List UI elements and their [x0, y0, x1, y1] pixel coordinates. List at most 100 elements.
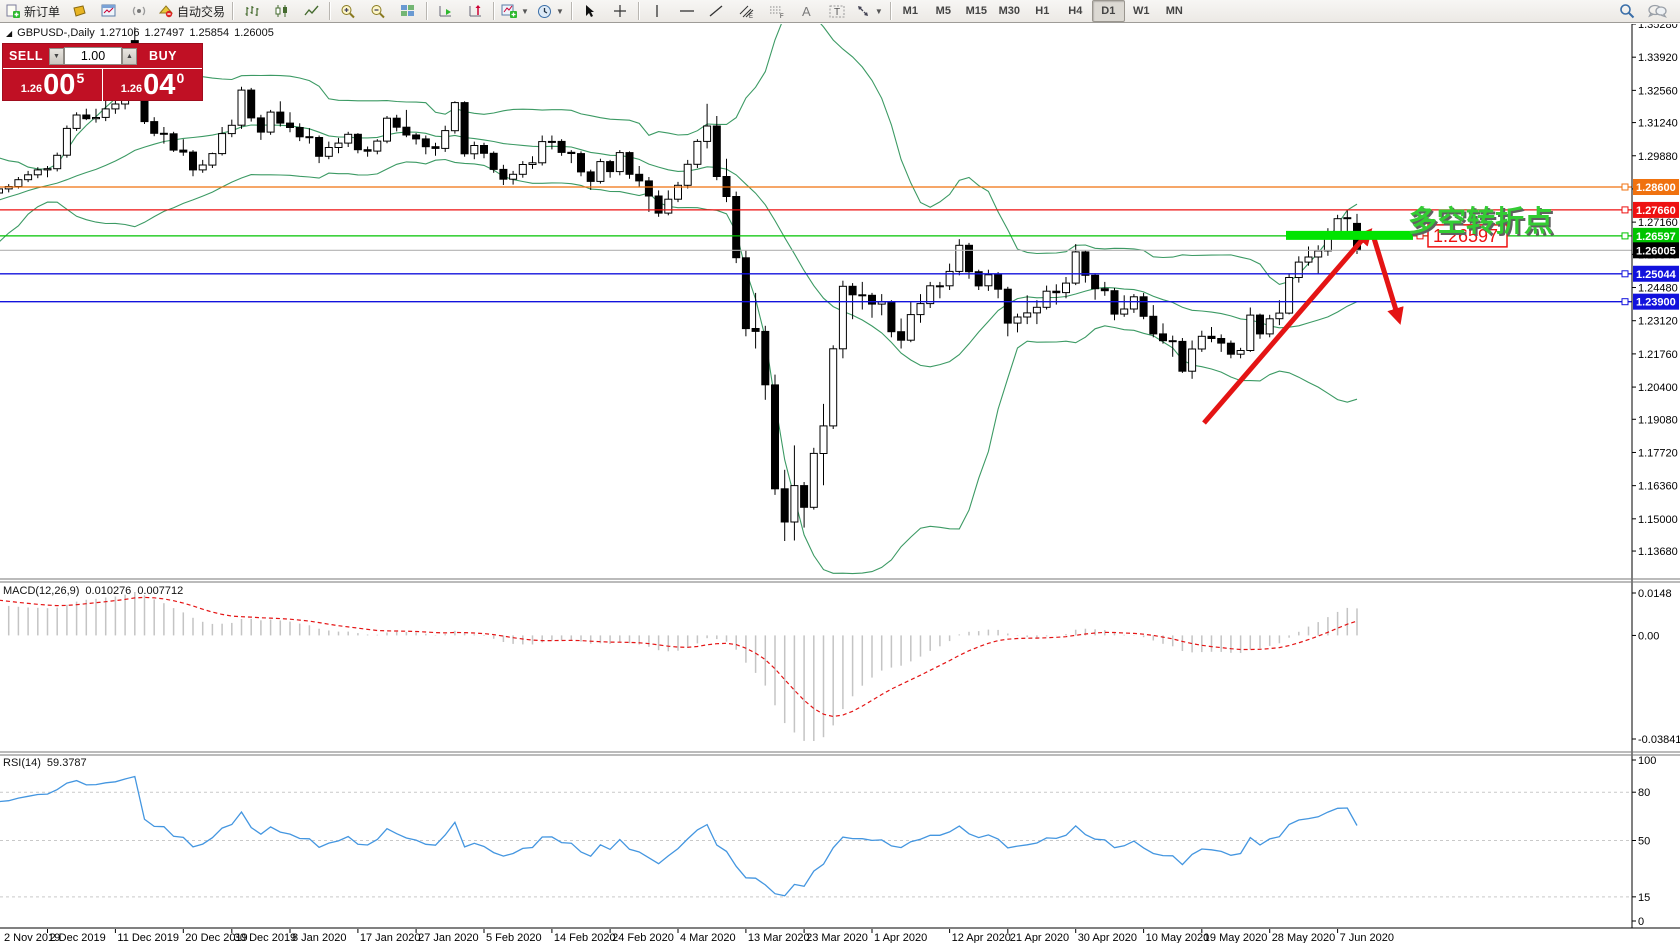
toolbar-separator	[426, 2, 428, 20]
order-row: SELL ▼ 1.00 ▲ BUY	[3, 44, 202, 69]
indicators-dropdown-arrow[interactable]: ▼	[521, 6, 529, 16]
volume-decrement-button[interactable]: ▼	[49, 47, 64, 65]
svg-text:1.23900: 1.23900	[1636, 297, 1676, 309]
arrows-icon	[857, 6, 868, 16]
signal-icon	[132, 6, 146, 16]
volume-increment-button[interactable]: ▲	[122, 47, 137, 65]
timeframe-H4[interactable]: H4	[1068, 5, 1083, 17]
search-button[interactable]	[1612, 0, 1642, 22]
svg-text:T: T	[834, 7, 840, 18]
period-button[interactable]: ▼	[533, 0, 568, 22]
svg-text:0.0148: 0.0148	[1638, 588, 1672, 600]
timeframe-group: M1 M5 M15 M30 H1 H4 D1 W1 MN	[894, 0, 1191, 22]
svg-text:1.26005: 1.26005	[1636, 245, 1676, 257]
buy-button[interactable]: BUY	[149, 49, 177, 63]
indicators-button[interactable]: ▼	[497, 0, 533, 22]
horizontal-line-icon	[679, 10, 694, 12]
svg-text:1.26597: 1.26597	[1433, 226, 1498, 246]
buy-price-pip: 0	[176, 70, 185, 86]
svg-text:F: F	[780, 14, 784, 19]
tile-windows-button[interactable]	[393, 0, 423, 22]
svg-text:28 May 2020: 28 May 2020	[1272, 932, 1336, 943]
rsi-value: 59.3787	[46, 757, 87, 769]
clock-icon	[537, 4, 551, 18]
timeframe-M30[interactable]: M30	[998, 5, 1020, 17]
arrows-tool-button[interactable]: ▼	[852, 0, 887, 22]
auto-scroll-button[interactable]	[430, 0, 460, 22]
text-label-tool-button[interactable]: T	[822, 0, 852, 22]
svg-text:13 Mar 2020: 13 Mar 2020	[748, 932, 810, 943]
timeframe-D1[interactable]: D1	[1091, 0, 1125, 22]
timeframe-M1[interactable]: M1	[902, 5, 918, 17]
svg-text:1.29880: 1.29880	[1638, 151, 1678, 163]
chart-shift-button[interactable]	[460, 0, 490, 22]
fibonacci-icon: F	[769, 6, 784, 19]
buy-price-big: 04	[143, 69, 176, 101]
text-tool-button[interactable]: A	[792, 0, 822, 22]
svg-text:A: A	[802, 4, 811, 18]
svg-text:1.21760: 1.21760	[1638, 349, 1678, 361]
line-chart-mode-button[interactable]	[296, 0, 326, 22]
svg-text:30 Apr 2020: 30 Apr 2020	[1078, 932, 1137, 943]
signal-button[interactable]	[124, 0, 154, 22]
volume-input[interactable]: 1.00	[64, 47, 122, 65]
timeframe-W1[interactable]: W1	[1133, 5, 1150, 17]
sell-price[interactable]: 1.26 00 5	[3, 69, 103, 101]
svg-text:12 Apr 2020: 12 Apr 2020	[952, 932, 1011, 943]
svg-text:30 Dec 2019: 30 Dec 2019	[234, 932, 296, 943]
timeframe-M15[interactable]: M15	[965, 5, 987, 17]
symbol-ohlc-line: ◢ GBPUSD-,Daily 1.27106 1.27497 1.25854 …	[6, 27, 274, 39]
candlestick-icon	[275, 5, 287, 17]
svg-text:10 May 2020: 10 May 2020	[1146, 932, 1210, 943]
svg-text:多空转折点: 多空转折点	[1408, 204, 1553, 238]
window-icon: ◢	[6, 28, 13, 38]
auto-trading-button[interactable]: 自动交易	[154, 0, 229, 22]
chat-bubbles-icon	[1648, 4, 1667, 18]
chart-canvas[interactable]: 1.352801.339201.325601.312401.298801.285…	[0, 19, 1680, 943]
chart-window-button[interactable]	[94, 0, 124, 22]
new-order-button[interactable]: 新订单	[2, 0, 64, 22]
bar-chart-mode-button[interactable]	[236, 0, 266, 22]
svg-text:1.27660: 1.27660	[1636, 205, 1676, 217]
arrows-dropdown-arrow[interactable]: ▼	[874, 6, 883, 16]
svg-text:15: 15	[1638, 892, 1650, 904]
timeframe-M5[interactable]: M5	[935, 5, 951, 17]
price-row: 1.26 00 5 1.26 04 0	[3, 69, 202, 101]
community-button[interactable]	[1642, 0, 1672, 22]
price-chart-svg[interactable]: 1.352801.339201.325601.312401.298801.285…	[0, 19, 1680, 943]
annotation-trend-arrows	[1202, 228, 1404, 425]
svg-text:1.13680: 1.13680	[1638, 546, 1678, 558]
timeframe-H1[interactable]: H1	[1035, 5, 1050, 17]
candlestick-mode-button[interactable]	[266, 0, 296, 22]
hline-tool-button[interactable]	[672, 0, 702, 22]
toolbar-separator	[637, 2, 639, 20]
fibonacci-tool-button[interactable]: F	[762, 0, 792, 22]
period-dropdown-arrow[interactable]: ▼	[555, 6, 564, 16]
indicators-icon	[501, 4, 518, 18]
ohlc-low: 1.25854	[189, 27, 230, 39]
svg-text:17 Jan 2020: 17 Jan 2020	[360, 932, 421, 943]
timeframe-MN[interactable]: MN	[1165, 5, 1183, 17]
crosshair-tool-button[interactable]	[605, 0, 635, 22]
vline-tool-button[interactable]	[642, 0, 672, 22]
svg-text:1.31240: 1.31240	[1638, 118, 1678, 130]
buy-price[interactable]: 1.26 04 0	[103, 69, 202, 101]
channel-tool-button[interactable]: E	[732, 0, 762, 22]
zoom-in-button[interactable]	[333, 0, 363, 22]
toolbar-separator	[889, 2, 891, 20]
svg-text:2 Dec 2019: 2 Dec 2019	[50, 932, 106, 943]
sell-button[interactable]: SELL	[9, 49, 43, 63]
cursor-tool-button[interactable]	[575, 0, 605, 22]
market-watch-button[interactable]	[64, 0, 94, 22]
zoom-out-button[interactable]	[363, 0, 393, 22]
toolbar-separator	[493, 2, 495, 20]
svg-text:1.33920: 1.33920	[1638, 52, 1678, 64]
svg-text:1.32560: 1.32560	[1638, 85, 1678, 97]
zoom-out-icon	[371, 4, 385, 18]
line-chart-icon	[303, 5, 319, 16]
trendline-tool-button[interactable]	[702, 0, 732, 22]
svg-text:14 Feb 2020: 14 Feb 2020	[554, 932, 616, 943]
text-icon: A	[802, 4, 811, 18]
svg-text:1.19080: 1.19080	[1638, 414, 1678, 426]
bar-chart-icon	[245, 6, 259, 16]
